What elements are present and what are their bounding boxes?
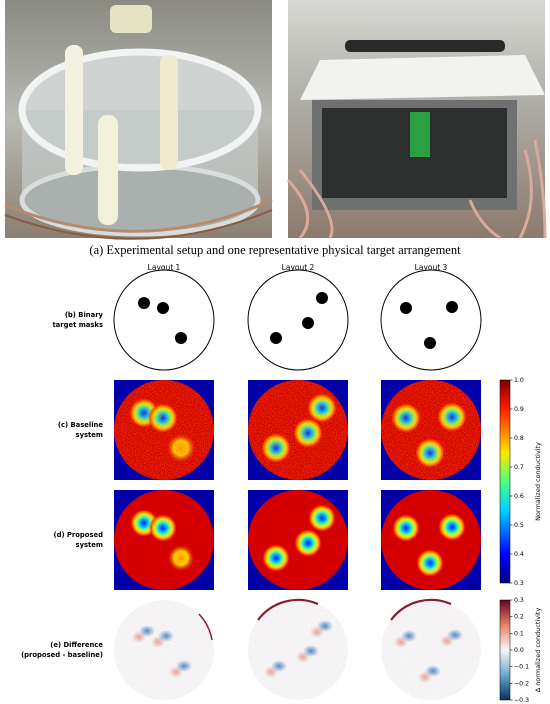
heatmap-blob [294, 529, 322, 557]
panel [113, 269, 215, 371]
colorbar [499, 599, 511, 701]
caption: (a) Experimental setup and one represent… [89, 243, 461, 257]
row-label: (proposed - baseline) [21, 651, 103, 659]
caption-text: Experimental setup and one representativ… [106, 243, 461, 257]
noise [248, 380, 348, 480]
target [400, 302, 412, 314]
diff-red [394, 636, 408, 648]
colorbar-tick-label: −0.2 [514, 680, 529, 687]
panel [380, 269, 482, 371]
row-label: system [76, 431, 103, 439]
panel [114, 380, 214, 480]
colorbar-tick-label: 0.0 [514, 647, 524, 654]
colorbar-tick-label: 0.4 [514, 551, 524, 558]
edge-artifact [198, 613, 213, 641]
diff-red [418, 671, 432, 683]
diff-red [132, 631, 146, 643]
panel [114, 490, 214, 590]
colorbar-tick-label: 0.6 [514, 493, 524, 500]
edge-artifact [257, 598, 319, 621]
mask-domain [380, 269, 482, 371]
panel-grid: Layout 1 Layout 2 Layout 3 (b) Binary target… [21, 263, 542, 704]
colorbar-tick-label: 0.9 [514, 406, 524, 413]
photo-hardware [286, 0, 547, 240]
colorbar-tick-label: 1.0 [514, 377, 524, 384]
colorbar [499, 379, 511, 584]
colorbar-tick-label: 0.3 [514, 597, 524, 604]
mask-domain [113, 269, 215, 371]
diff-red [151, 636, 165, 648]
target [424, 337, 436, 349]
column-header: Layout 1 [148, 263, 181, 272]
noise [381, 600, 481, 700]
target [175, 332, 187, 344]
row-label: (d) Proposed [53, 531, 103, 539]
colorbar-tick-label: 0.7 [514, 464, 524, 471]
panel [381, 598, 481, 700]
panel [114, 600, 214, 700]
heatmap-blob [392, 514, 420, 542]
colorbar-tick-label: 0.5 [514, 522, 524, 529]
noise [381, 380, 481, 480]
diff-red [296, 651, 310, 663]
panel [248, 598, 348, 700]
target [302, 317, 314, 329]
row-label: system [76, 541, 103, 549]
mask-domain [247, 269, 349, 371]
heatmap-blob [262, 544, 290, 572]
heatmap-blob [438, 513, 466, 541]
colorbar-tick-label: 0.2 [514, 614, 524, 621]
panel [248, 380, 348, 480]
target [316, 292, 328, 304]
panel [381, 380, 481, 480]
heatmap-blob [308, 504, 336, 532]
target [270, 332, 282, 344]
target [446, 301, 458, 313]
column-header: Layout 3 [415, 263, 448, 272]
row-label: (c) Baseline [58, 421, 104, 429]
colorbar-label: Normalized conductivity [534, 442, 542, 521]
diff-red [264, 666, 278, 678]
noise [114, 600, 214, 700]
caption-label: (a) [89, 243, 103, 257]
edge-artifact [390, 598, 452, 621]
diff-red [310, 626, 324, 638]
target [157, 302, 169, 314]
colorbar-label: Δ normalized conductivity [534, 608, 542, 693]
colorbar-tick-label: −0.1 [514, 664, 529, 671]
heatmap-blob [149, 514, 177, 542]
row-label: target masks [52, 321, 103, 329]
row-label: (b) Binary [65, 311, 104, 319]
noise [114, 380, 214, 480]
heatmap-blob [416, 549, 444, 577]
heatmap-blob [167, 544, 195, 572]
photo-tank [4, 0, 273, 240]
diff-red [440, 635, 454, 647]
colorbar-tick-label: 0.3 [514, 580, 524, 587]
colorbar-tick-label: −0.3 [514, 697, 529, 704]
panel [248, 490, 348, 590]
panel [381, 490, 481, 590]
colorbar-tick-label: 0.1 [514, 630, 524, 637]
column-header: Layout 2 [282, 263, 315, 272]
row-label: (e) Difference [50, 641, 103, 649]
panel [247, 269, 349, 371]
diff-red [169, 666, 183, 678]
target [138, 297, 150, 309]
colorbar-tick-label: 0.8 [514, 435, 524, 442]
